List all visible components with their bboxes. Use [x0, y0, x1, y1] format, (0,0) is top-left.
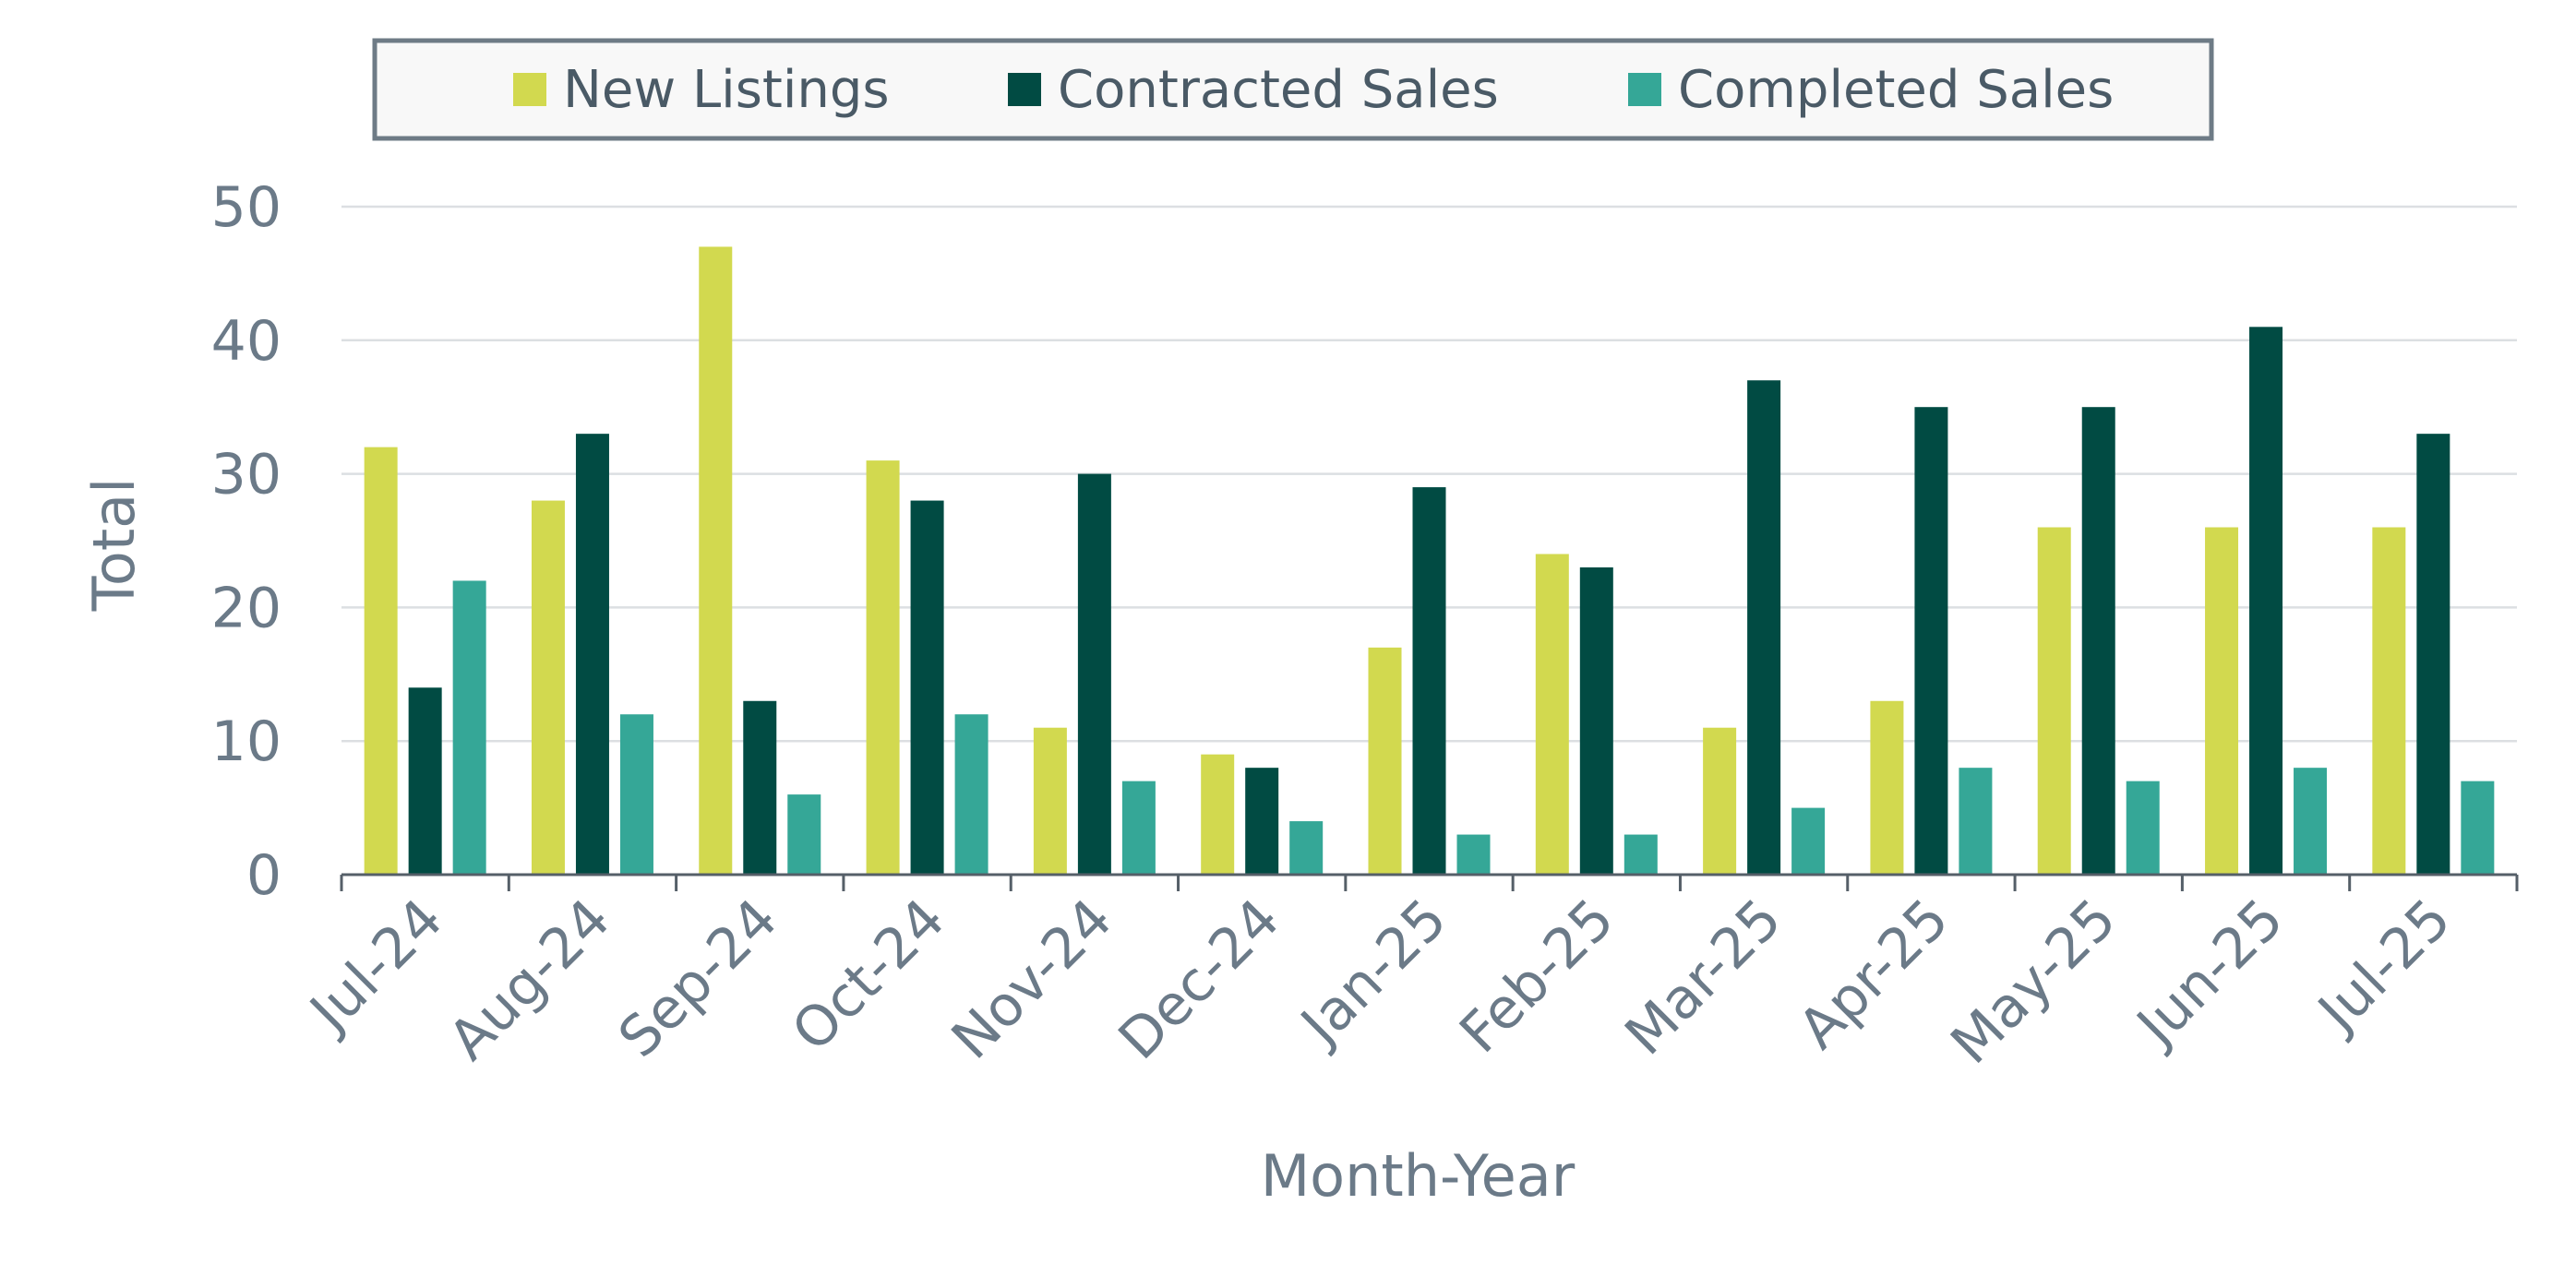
x-axis — [340, 873, 2519, 891]
bar-completed-sales-apr-25 — [1959, 768, 1993, 875]
bar-contracted-sales-may-25 — [2081, 407, 2115, 875]
x-axis-ticks: Jul-24Aug-24Sep-24Oct-24Nov-24Dec-24Jan-… — [295, 887, 2463, 1077]
y-axis-title: Total — [80, 478, 148, 613]
x-axis-title: Month-Year — [1261, 1142, 1576, 1210]
bar-completed-sales-dec-24 — [1289, 821, 1324, 875]
bar-new-listings-nov-24 — [1033, 727, 1067, 875]
legend-swatch-completed-sales — [1628, 73, 1661, 106]
x-tick-label-may-25: May-25 — [1939, 887, 2129, 1077]
bar-contracted-sales-oct-24 — [910, 500, 944, 875]
legend-label-contracted-sales: Contracted Sales — [1058, 60, 1499, 120]
bars — [364, 246, 2495, 875]
y-tick-label-30: 30 — [211, 443, 282, 507]
bar-contracted-sales-jun-25 — [2249, 327, 2283, 875]
bar-contracted-sales-feb-25 — [1579, 566, 1613, 875]
legend-label-new-listings: New Listings — [563, 60, 890, 120]
bar-completed-sales-may-25 — [2126, 781, 2160, 875]
legend-label-completed-sales: Completed Sales — [1678, 60, 2114, 120]
bar-completed-sales-jul-24 — [452, 580, 486, 875]
bar-contracted-sales-aug-24 — [575, 434, 609, 875]
bar-contracted-sales-jan-25 — [1412, 487, 1446, 875]
legend: New Listings Contracted Sales Completed … — [372, 38, 2214, 141]
bar-new-listings-apr-25 — [1870, 700, 1904, 875]
x-tick-label-jul-24: Jul-24 — [295, 887, 455, 1046]
bar-contracted-sales-dec-24 — [1245, 768, 1279, 875]
bar-completed-sales-sep-24 — [787, 794, 821, 875]
bar-contracted-sales-nov-24 — [1077, 473, 1111, 875]
bar-new-listings-jan-25 — [1368, 647, 1402, 875]
x-tick-label-jul-25: Jul-25 — [2304, 887, 2463, 1046]
x-tick-label-dec-24: Dec-24 — [1107, 887, 1292, 1072]
bar-completed-sales-jul-25 — [2461, 781, 2495, 875]
legend-item-completed-sales: Completed Sales — [1628, 60, 2114, 120]
bar-new-listings-feb-25 — [1535, 554, 1569, 875]
bar-new-listings-sep-24 — [699, 246, 733, 875]
bar-new-listings-jun-25 — [2205, 527, 2239, 875]
y-tick-label-50: 50 — [211, 175, 282, 240]
legend-box — [372, 38, 2214, 141]
bar-completed-sales-aug-24 — [619, 714, 653, 875]
bar-completed-sales-jan-25 — [1456, 834, 1491, 875]
bar-contracted-sales-apr-25 — [1914, 407, 1948, 875]
x-tick-label-jan-25: Jan-25 — [1287, 887, 1459, 1059]
bar-contracted-sales-jul-25 — [2416, 434, 2450, 875]
bar-completed-sales-nov-24 — [1121, 781, 1156, 875]
bar-new-listings-jul-25 — [2372, 527, 2406, 875]
x-tick-label-sep-24: Sep-24 — [606, 887, 790, 1070]
x-tick-label-feb-25: Feb-25 — [1448, 887, 1627, 1066]
bar-new-listings-dec-24 — [1201, 754, 1235, 875]
x-tick-label-nov-24: Nov-24 — [940, 887, 1124, 1071]
x-tick-label-jun-25: Jun-25 — [2123, 887, 2296, 1060]
bar-new-listings-may-25 — [2037, 527, 2071, 875]
legend-item-contracted-sales: Contracted Sales — [1008, 60, 1499, 120]
bar-new-listings-jul-24 — [364, 447, 398, 875]
bar-contracted-sales-jul-24 — [408, 687, 442, 875]
x-tick-label-mar-25: Mar-25 — [1613, 887, 1794, 1067]
legend-swatch-contracted-sales — [1008, 73, 1041, 106]
x-tick-label-apr-25: Apr-25 — [1787, 887, 1961, 1061]
x-tick-label-aug-24: Aug-24 — [437, 887, 623, 1073]
y-tick-label-10: 10 — [211, 710, 282, 774]
bar-new-listings-oct-24 — [866, 460, 900, 875]
y-tick-label-40: 40 — [211, 309, 282, 374]
legend-swatch-new-listings — [513, 73, 546, 106]
bar-new-listings-aug-24 — [531, 500, 565, 875]
bar-completed-sales-jun-25 — [2294, 768, 2328, 875]
legend-item-new-listings: New Listings — [513, 60, 890, 120]
y-axis-ticks: 0 10 20 30 40 50 — [211, 175, 282, 908]
bar-new-listings-mar-25 — [1703, 727, 1737, 875]
bar-completed-sales-feb-25 — [1623, 834, 1658, 875]
y-tick-label-0: 0 — [246, 843, 282, 908]
bar-contracted-sales-mar-25 — [1747, 380, 1781, 875]
bar-contracted-sales-sep-24 — [743, 700, 777, 875]
bar-completed-sales-oct-24 — [954, 714, 988, 875]
y-tick-label-20: 20 — [211, 576, 282, 640]
x-tick-label-oct-24: Oct-24 — [780, 887, 957, 1064]
bar-completed-sales-mar-25 — [1791, 807, 1826, 875]
